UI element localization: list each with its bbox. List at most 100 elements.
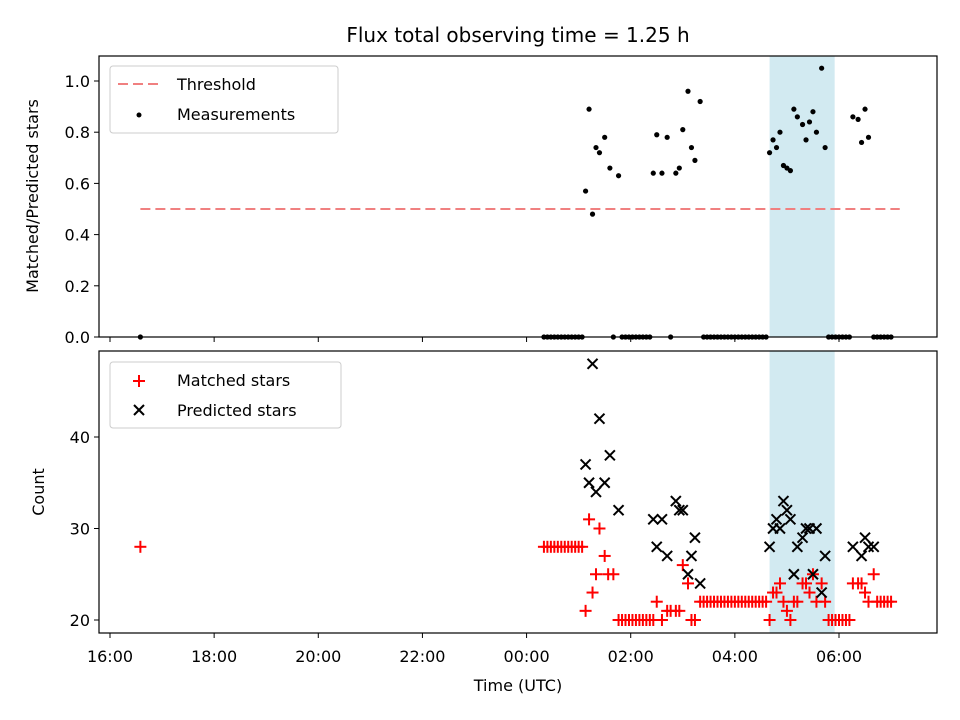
measurement-point: [766, 150, 773, 156]
bottom-panel: 20 30 40 16:00 18:00 20:00 22:00 00:00 02:00 04:…: [29, 350, 938, 695]
predicted-star-point: [651, 541, 663, 553]
matched-star-point: [760, 595, 773, 608]
bottom-x-tick-label: 06:00: [816, 647, 862, 666]
predicted-star-point: [670, 495, 682, 507]
matched-star-point: [598, 549, 611, 562]
measurement-point: [850, 114, 856, 120]
measurement-point: [680, 127, 686, 133]
predicted-star-point: [868, 541, 880, 553]
predicted-star-point: [661, 550, 673, 562]
predicted-star-point: [862, 541, 875, 553]
matched-star-point: [770, 586, 783, 599]
matched-star-point: [800, 577, 813, 590]
predicted-star-point: [781, 504, 793, 516]
measurement-point: [593, 144, 599, 151]
predicted-star-point: [598, 477, 611, 489]
measurement-point: [664, 134, 670, 140]
measurement-point: [688, 144, 695, 151]
predicted-star-point: [685, 550, 698, 562]
measurement-point: [822, 144, 828, 151]
matched-star-point: [803, 586, 816, 599]
legend-matched-swatch: [133, 375, 145, 387]
measurement-point: [806, 119, 813, 125]
measurement-point: [862, 106, 868, 112]
predicted-stars-series: [579, 358, 880, 599]
bottom-x-tick-label: 20:00: [295, 647, 341, 666]
predicted-star-point: [819, 550, 831, 562]
bottom-y-axis-label: Count: [29, 468, 48, 516]
measurement-point: [673, 170, 679, 176]
measurement-point: [819, 65, 825, 71]
measurement-point: [787, 168, 794, 174]
matched-star-point: [867, 568, 880, 581]
top-y-axis-label: Matched/Predicted stars: [23, 99, 42, 293]
top-x-axis: [109, 337, 840, 342]
matched-star-point: [843, 614, 856, 626]
matched-star-point: [576, 540, 589, 553]
measurement-point: [676, 165, 682, 171]
measurement-point: [810, 109, 816, 115]
matched-star-point: [859, 586, 872, 599]
top-y-tick-label: 0.4: [65, 226, 90, 245]
matched-star-point: [681, 577, 694, 590]
predicted-star-point: [847, 541, 859, 553]
bottom-x-tick-label: 04:00: [712, 647, 758, 666]
measurement-point: [697, 98, 703, 105]
measurement-point: [692, 157, 698, 163]
measurement-point: [858, 139, 865, 146]
predicted-star-point: [656, 513, 668, 526]
matched-star-point: [593, 522, 606, 535]
top-shaded-span: [769, 56, 835, 337]
matched-star-point: [855, 577, 868, 590]
bottom-y-tick-label: 40: [70, 428, 90, 447]
measurement-point: [582, 188, 589, 194]
measurement-point: [813, 129, 820, 135]
predicted-star-point: [682, 568, 694, 580]
chart-title: Flux total observing time = 1.25 h: [346, 23, 689, 47]
bottom-x-axis: 16:00 18:00 20:00 22:00 00:00 02:00 04:00 06:00: [87, 633, 862, 666]
bottom-x-tick-label: 02:00: [608, 647, 654, 666]
matched-star-point: [791, 595, 804, 608]
matched-star-point: [885, 595, 898, 608]
measurement-point: [615, 173, 622, 179]
measurement-point: [794, 114, 800, 120]
bottom-x-tick-label: 00:00: [504, 647, 550, 666]
top-y-axis: 0.0 0.2 0.4 0.6 0.8 1.0: [65, 72, 99, 347]
matched-star-point: [688, 614, 701, 626]
measurement-point: [855, 116, 861, 122]
predicted-star-point: [796, 531, 809, 544]
matched-star-point: [583, 513, 596, 526]
measurement-point: [770, 137, 776, 143]
matched-star-point: [815, 577, 828, 590]
bottom-plot-frame: [98, 350, 938, 634]
measurement-point: [685, 88, 691, 94]
predicted-star-point: [583, 477, 595, 489]
legend-matched-label: Matched stars: [177, 371, 290, 390]
predicted-star-point: [815, 586, 828, 599]
matched-star-point: [607, 568, 620, 581]
predicted-star-point: [807, 568, 819, 580]
measurement-point: [777, 129, 783, 135]
top-y-tick-label: 0.6: [65, 174, 90, 193]
predicted-star-point: [689, 531, 701, 544]
matched-star-point: [676, 559, 689, 572]
bottom-y-tick-label: 20: [70, 611, 90, 630]
predicted-star-point: [673, 504, 686, 516]
predicted-star-point: [859, 531, 871, 544]
matched-star-point: [650, 595, 663, 608]
predicted-star-point: [791, 541, 804, 553]
bottom-y-axis: 20 30 40: [70, 428, 99, 630]
matched-star-point: [819, 595, 832, 608]
matched-star-point: [134, 540, 147, 553]
legend-measurements-label: Measurements: [177, 105, 295, 124]
top-legend: Threshold Measurements: [109, 65, 339, 134]
matched-star-point: [590, 568, 602, 581]
measurement-point: [589, 211, 596, 217]
matched-star-point: [586, 586, 599, 599]
matched-star-point: [655, 614, 668, 626]
measurement-point: [596, 150, 603, 156]
measurement-point: [799, 121, 806, 128]
measurement-point: [602, 134, 608, 140]
matched-stars-series: [134, 513, 898, 626]
